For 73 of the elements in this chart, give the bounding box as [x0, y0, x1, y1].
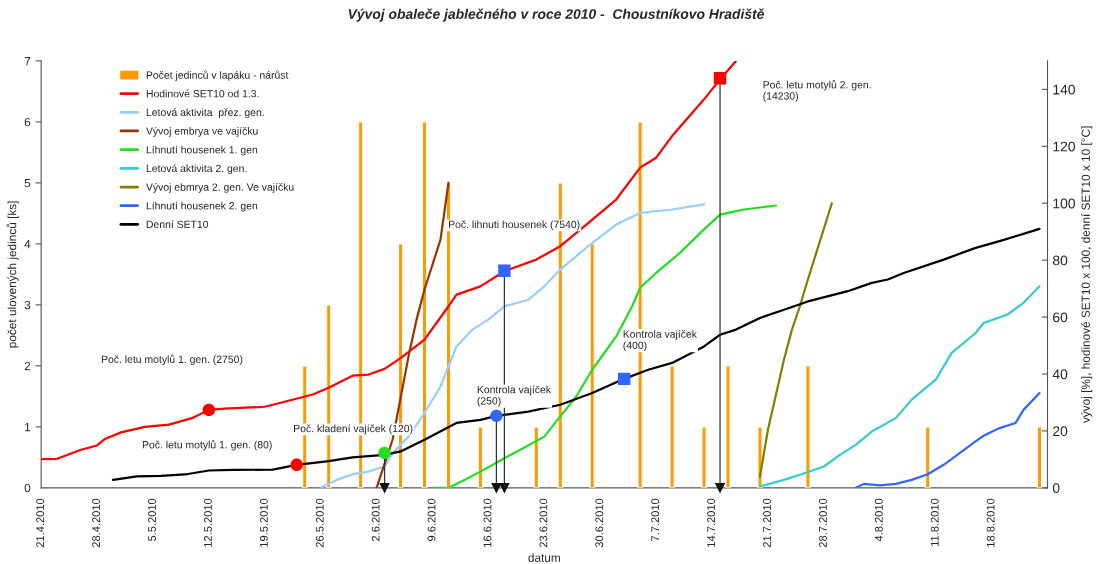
- legend-label: Vývoj embrya ve vajíčku: [146, 126, 258, 137]
- x-tick-label: 30.6.2010: [595, 498, 604, 548]
- x-tick-label: 26.5.2010: [315, 498, 324, 548]
- legend-label: Denní SET10: [146, 220, 209, 229]
- y-tick-label: 7: [24, 57, 31, 66]
- point: [490, 409, 503, 423]
- y-tick-label: 1: [25, 423, 31, 432]
- point: [290, 458, 303, 472]
- annotation: Poč. kladení vajíček (120): [294, 424, 413, 435]
- line-series: [758, 285, 1041, 488]
- annotation: Kontrola vajíček (400): [623, 330, 697, 352]
- bar: [924, 426, 931, 488]
- line-series: [319, 203, 706, 488]
- x-tick-label: 21.4.2010: [36, 498, 45, 548]
- y-tick-label: 3: [24, 300, 31, 310]
- x-tick-label: 12.5.2010: [203, 498, 212, 547]
- x-tick-label: 23.6.2010: [539, 498, 548, 548]
- legend-label: Hodinové SET10 od 1.3.: [146, 89, 259, 98]
- x-tick-label: 18.8.2010: [986, 498, 995, 547]
- bar: [805, 365, 811, 488]
- bar: [589, 243, 596, 488]
- point: [713, 72, 727, 85]
- legend-label: Počet jedinců v lapáku - nárůst: [146, 70, 289, 81]
- x-axis-title: datum: [528, 553, 560, 562]
- x-tick-label: 28.7.2010: [818, 498, 827, 548]
- chart-title: Vývoj obaleče jablečného v roce 2010 - Choustníkovo Hradiště: [348, 8, 765, 22]
- y2-tick-label: 140: [1053, 84, 1075, 95]
- annotation: Poč. letu motylů 1. gen. (2750): [101, 354, 243, 366]
- legend-label: Letová aktivita přez. gen.: [146, 108, 264, 119]
- x-tick-label: 2.6.2010: [371, 498, 380, 541]
- legend-label: Líhnutí housenek 2. gen: [146, 201, 258, 212]
- bar: [701, 426, 707, 488]
- line-series: [41, 60, 738, 461]
- y2-tick-label: 80: [1052, 255, 1068, 266]
- x-tick-label: 19.5.2010: [259, 498, 268, 547]
- x-tick-label: 5.5.2010: [148, 498, 156, 542]
- y-tick-label: 2: [24, 361, 31, 371]
- y-tick-label: 0: [24, 483, 31, 493]
- x-tick-label: 11.8.2010: [930, 498, 939, 547]
- line-series: [758, 202, 833, 478]
- y2-tick-label: 100: [1053, 198, 1075, 209]
- x-tick-label: 16.6.2010: [483, 498, 492, 547]
- y-axis-title: počet ulovených jedinců [ks]: [6, 201, 19, 348]
- point: [378, 446, 391, 460]
- x-tick-label: 9.6.2010: [427, 498, 436, 541]
- y2-tick-label: 20: [1053, 426, 1068, 437]
- point: [617, 372, 631, 386]
- point: [498, 264, 511, 277]
- x-tick-label: 28.4.2010: [92, 498, 101, 548]
- line-series: [854, 391, 1041, 488]
- x-tick-label: 7.7.2010: [651, 498, 660, 541]
- legend-label: Líhnutí housenek 1. gen: [146, 145, 258, 156]
- y2-tick-label: 120: [1053, 141, 1075, 152]
- annotation: Poč. letu motylů 1. gen. (80): [142, 439, 272, 451]
- bar: [533, 426, 540, 488]
- x-tick-label: 21.7.2010: [763, 498, 771, 548]
- x-tick-label: 14.7.2010: [707, 498, 716, 547]
- point: [202, 403, 216, 417]
- annotation: Poč. lihnuti housenek (7540): [448, 220, 580, 231]
- y2-axis-title: vývoj [%], hodinové SET10 x 100, denní SET10 x 10 [°C]: [1081, 126, 1093, 424]
- bar: [725, 365, 731, 488]
- y-tick-label: 6: [24, 117, 31, 127]
- annotation: Poč. letu motylů 2. gen. (14230): [763, 79, 871, 102]
- y-tick-label: 5: [24, 179, 31, 188]
- y-tick-label: 4: [24, 240, 31, 249]
- y2-tick-label: 60: [1053, 312, 1068, 323]
- bar: [669, 365, 676, 488]
- y2-tick-label: 40: [1052, 369, 1068, 380]
- legend-label: Letová aktivita 2. gen.: [146, 164, 247, 175]
- x-tick-label: 4.8.2010: [874, 498, 883, 542]
- legend-label: Vývoj ebmrya 2. gen. Ve vajíčku: [146, 183, 294, 193]
- annotation: Kontrola vajíček (250): [477, 385, 552, 407]
- y2-tick-label: 0: [1052, 483, 1060, 494]
